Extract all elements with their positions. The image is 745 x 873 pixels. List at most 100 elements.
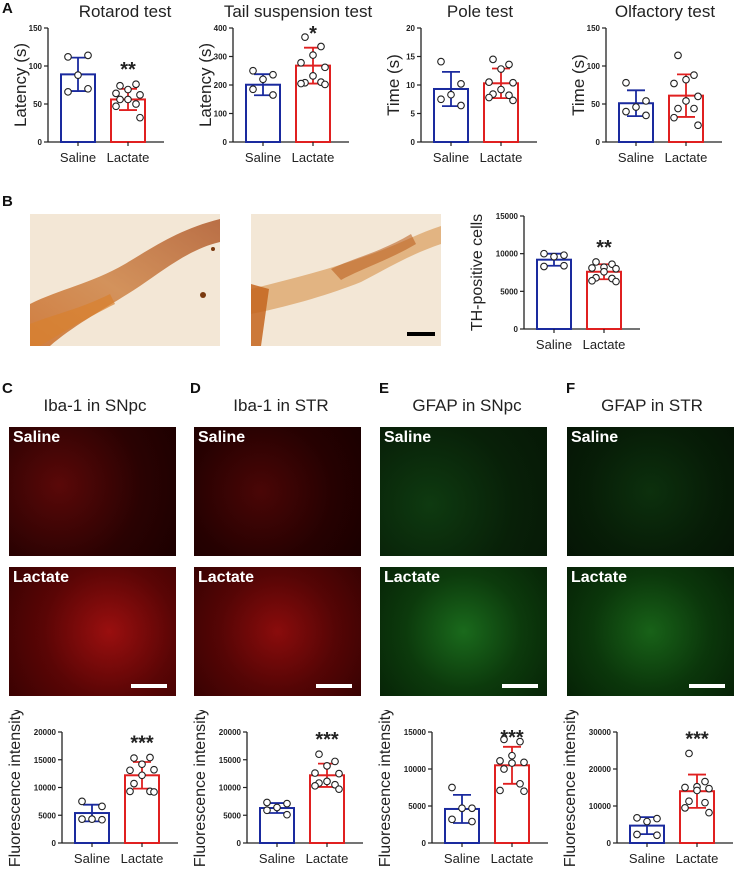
data-point bbox=[309, 51, 317, 59]
scale-bar bbox=[131, 684, 167, 688]
data-point bbox=[505, 60, 513, 69]
data-point bbox=[550, 252, 558, 261]
y-tick-label: 10000 bbox=[34, 784, 57, 793]
micrograph-title-c: Iba-1 in SNpc bbox=[43, 396, 147, 415]
data-point bbox=[468, 804, 476, 813]
data-point bbox=[643, 817, 651, 826]
data-point bbox=[259, 75, 267, 84]
y-tick-label: 10000 bbox=[219, 784, 242, 793]
y-tick-label: 10000 bbox=[496, 250, 519, 259]
plot-area: Fluorescence intensity 0 5000 10000 15000 Sal… bbox=[377, 710, 548, 867]
plot-area: Fluorescence intensity 0 5000 10000 15000 200… bbox=[192, 710, 363, 867]
data-point bbox=[297, 58, 305, 67]
data-point bbox=[448, 815, 456, 824]
data-point bbox=[622, 78, 630, 87]
y-tick-label: 30000 bbox=[589, 728, 612, 737]
plot-area: TH-positive cells 0 5000 10000 15000 Saline La… bbox=[469, 212, 640, 352]
x-tick-label: Saline bbox=[433, 150, 469, 165]
data-point bbox=[701, 777, 709, 786]
y-axis-label: Fluorescence intensity bbox=[377, 710, 394, 867]
data-point bbox=[301, 33, 309, 41]
chart-gfap-snpc: Fluorescence intensity 0 5000 10000 15000 Sal… bbox=[377, 710, 548, 867]
y-tick-label: 100 bbox=[29, 62, 43, 71]
micrograph-d-saline: Saline bbox=[194, 427, 361, 556]
data-point bbox=[126, 766, 134, 775]
chart-title-tail-suspension: Tail suspension test bbox=[223, 2, 373, 21]
data-point bbox=[130, 754, 138, 762]
data-point bbox=[612, 264, 620, 273]
y-axis-label: Latency (s) bbox=[196, 43, 215, 127]
micrograph-c-lactate: Lactate bbox=[9, 567, 176, 696]
x-tick-label: Lactate bbox=[121, 851, 164, 866]
data-point bbox=[309, 72, 317, 80]
data-point bbox=[516, 737, 524, 746]
data-point bbox=[116, 95, 124, 104]
data-point bbox=[64, 53, 72, 61]
chart-iba1-str: Fluorescence intensity 0 5000 10000 15000 200… bbox=[192, 710, 363, 867]
data-point bbox=[509, 78, 517, 87]
data-point bbox=[458, 804, 466, 813]
data-point bbox=[132, 80, 140, 89]
data-point bbox=[124, 85, 132, 94]
chart-rotarod: Latency (s) 0 50 100 150 Saline Lactate ** bbox=[11, 24, 164, 165]
significance-marker: *** bbox=[500, 727, 524, 749]
data-point bbox=[84, 84, 92, 93]
y-tick-label: 0 bbox=[411, 138, 416, 147]
x-tick-label: Lactate bbox=[480, 150, 523, 165]
data-point bbox=[489, 55, 497, 64]
panel-letter-a: A bbox=[2, 0, 13, 17]
data-point bbox=[540, 249, 548, 258]
y-tick-label: 20000 bbox=[34, 728, 57, 737]
data-point bbox=[84, 51, 92, 60]
data-point bbox=[690, 71, 698, 79]
data-point bbox=[622, 107, 630, 116]
data-point bbox=[136, 91, 144, 99]
data-point bbox=[249, 66, 257, 75]
data-point bbox=[690, 104, 698, 113]
significance-marker: *** bbox=[130, 733, 154, 755]
plot-area: Latency (s) 0 50 100 150 Saline Lactate ** bbox=[11, 24, 164, 165]
x-tick-label: Lactate bbox=[583, 337, 626, 352]
data-point bbox=[78, 815, 86, 823]
data-point bbox=[520, 787, 528, 796]
y-tick-label: 5000 bbox=[38, 811, 56, 820]
significance-marker: *** bbox=[315, 729, 339, 751]
data-point bbox=[150, 788, 158, 796]
micrograph-title-f: GFAP in STR bbox=[601, 396, 703, 415]
data-point bbox=[437, 95, 445, 104]
data-point bbox=[78, 797, 86, 806]
data-point bbox=[283, 810, 291, 819]
x-tick-label: Saline bbox=[536, 337, 572, 352]
data-point bbox=[705, 784, 713, 793]
y-tick-label: 100 bbox=[587, 62, 601, 71]
data-point bbox=[674, 104, 682, 113]
data-point bbox=[88, 815, 96, 823]
x-tick-label: Saline bbox=[444, 851, 480, 866]
data-point bbox=[249, 85, 257, 94]
data-point bbox=[560, 251, 568, 260]
y-tick-label: 10 bbox=[406, 81, 415, 90]
x-tick-label: Saline bbox=[60, 150, 96, 165]
data-point bbox=[497, 85, 505, 94]
plot-area: Time (s) 0 5 10 15 20 Saline Lactate bbox=[384, 24, 537, 165]
data-point bbox=[321, 80, 329, 89]
x-tick-label: Lactate bbox=[107, 150, 150, 165]
x-tick-label: Lactate bbox=[306, 851, 349, 866]
data-point bbox=[112, 89, 120, 98]
micrograph-label: Saline bbox=[13, 429, 61, 446]
data-point bbox=[694, 121, 702, 130]
data-point bbox=[612, 277, 620, 286]
chart-th-positive: TH-positive cells 0 5000 10000 15000 Saline La… bbox=[469, 212, 640, 352]
data-point bbox=[508, 751, 516, 760]
y-tick-label: 20000 bbox=[589, 765, 612, 774]
y-tick-label: 5000 bbox=[408, 802, 426, 811]
micrograph-c-saline: Saline bbox=[9, 427, 176, 556]
micrograph-label: Saline bbox=[571, 429, 619, 446]
data-point bbox=[670, 79, 678, 88]
y-tick-label: 15000 bbox=[34, 756, 57, 765]
th-stain-image-saline bbox=[30, 214, 220, 346]
y-tick-label: 0 bbox=[52, 839, 57, 848]
y-axis-label: Fluorescence intensity bbox=[7, 710, 24, 867]
data-point bbox=[632, 103, 640, 111]
y-tick-label: 0 bbox=[422, 839, 427, 848]
